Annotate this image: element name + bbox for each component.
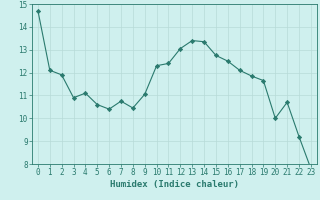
X-axis label: Humidex (Indice chaleur): Humidex (Indice chaleur): [110, 180, 239, 189]
